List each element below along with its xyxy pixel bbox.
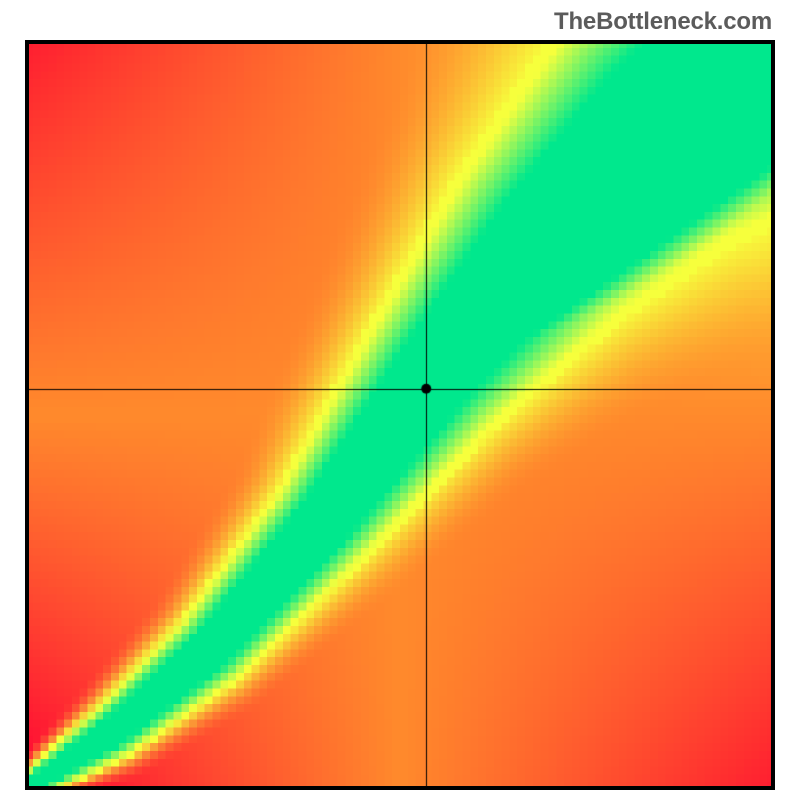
watermark-text: TheBottleneck.com — [554, 8, 772, 36]
plot-border — [25, 40, 775, 790]
figure-frame: TheBottleneck.com — [0, 0, 800, 800]
